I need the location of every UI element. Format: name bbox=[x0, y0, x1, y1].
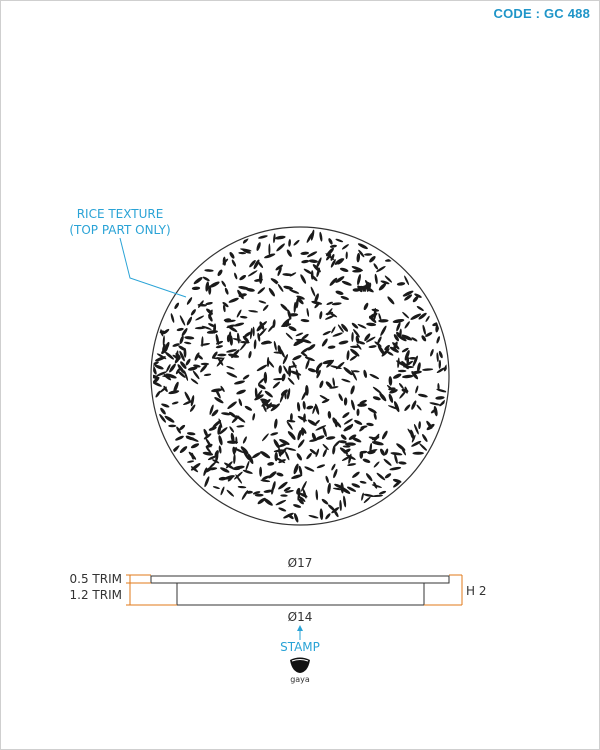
bottom-trim-label: 1.2 TRIM bbox=[70, 588, 122, 602]
base-layer bbox=[176, 582, 425, 606]
top-diameter-label: Ø17 bbox=[288, 556, 313, 570]
arrow-up-icon bbox=[297, 625, 303, 640]
product-code: CODE : GC 488 bbox=[493, 6, 590, 21]
texture-label-line1: RICE TEXTURE bbox=[77, 207, 164, 221]
stamp-callout: STAMP gaya bbox=[280, 625, 320, 684]
texture-callout: RICE TEXTURE (TOP PART ONLY) bbox=[69, 207, 187, 298]
rice-texture bbox=[153, 229, 447, 523]
stamp-bowl-icon bbox=[290, 657, 310, 673]
top-trim-label: 0.5 TRIM bbox=[70, 572, 122, 586]
height-label: H 2 bbox=[466, 584, 486, 598]
texture-leader-line bbox=[119, 237, 187, 298]
top-trim-layer bbox=[150, 575, 450, 584]
stamp-logo-text: gaya bbox=[290, 675, 310, 684]
dimension-lines bbox=[126, 574, 463, 606]
stamp-label: STAMP bbox=[280, 640, 320, 654]
side-profile bbox=[150, 575, 450, 606]
disc-top-view bbox=[150, 226, 450, 526]
bottom-diameter-label: Ø14 bbox=[288, 610, 313, 624]
texture-label-line2: (TOP PART ONLY) bbox=[69, 223, 170, 237]
